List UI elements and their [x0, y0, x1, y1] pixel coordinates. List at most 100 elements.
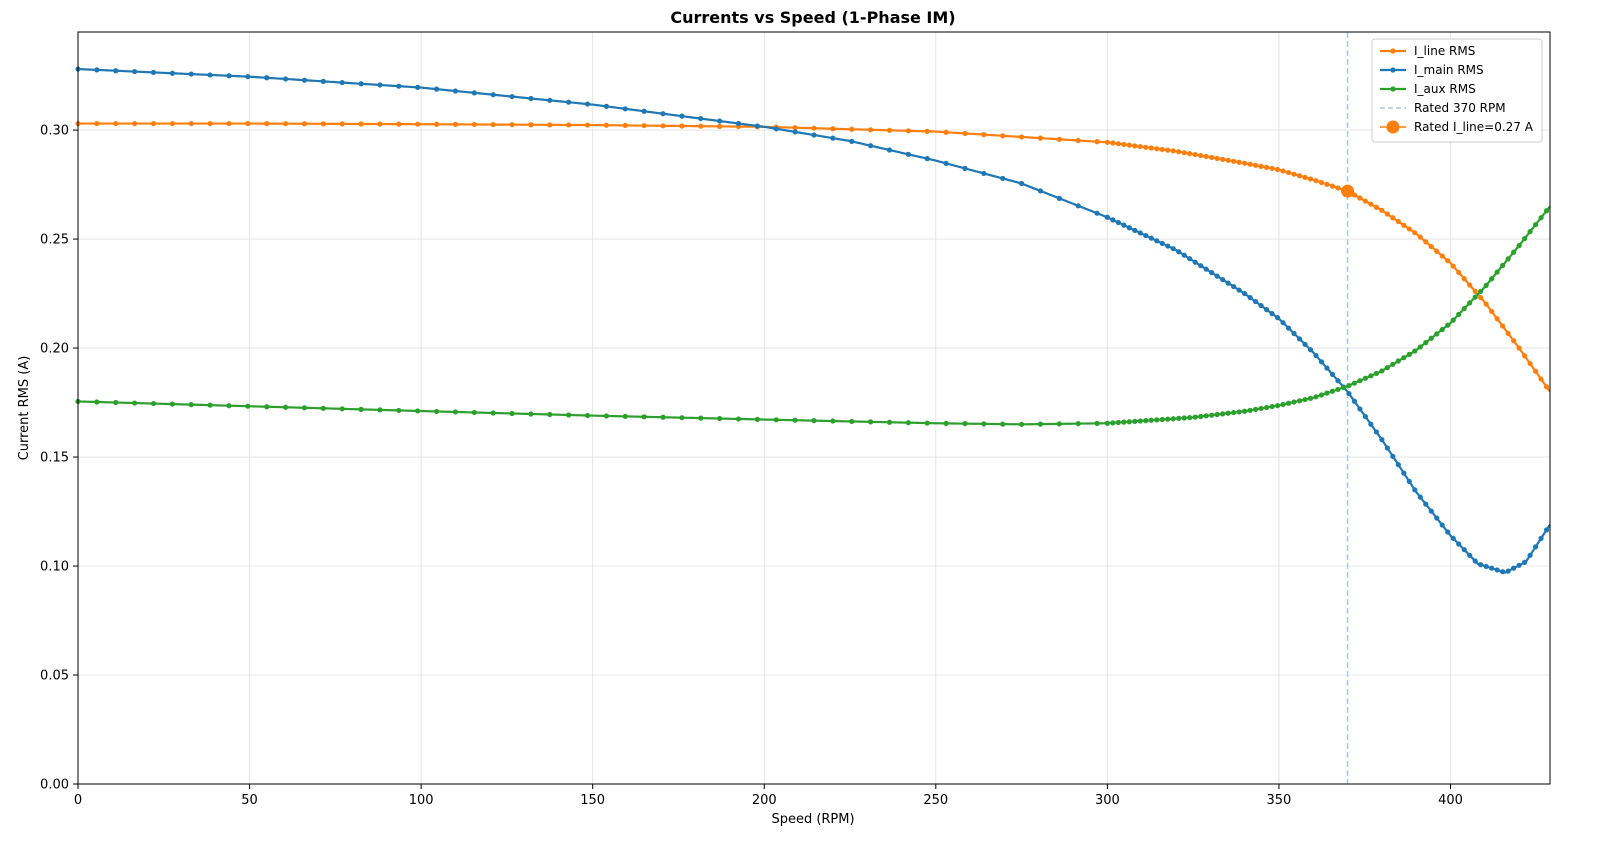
series-point	[1143, 418, 1149, 424]
series-point	[132, 120, 138, 127]
series-point	[1516, 562, 1522, 568]
series-point	[1412, 348, 1418, 354]
x-tick-label: 150	[580, 793, 605, 808]
series-point	[1307, 176, 1314, 182]
series-point	[339, 121, 345, 127]
y-tick-label: 0.05	[40, 669, 69, 684]
series-point	[773, 126, 779, 132]
series-point	[811, 418, 817, 424]
series-point	[1104, 420, 1110, 426]
series-point	[1406, 478, 1412, 485]
series-point	[1439, 326, 1445, 333]
series-point	[1225, 157, 1231, 163]
series-point	[358, 121, 364, 127]
series-point	[132, 68, 138, 75]
series-point	[1390, 361, 1396, 367]
series-point	[1094, 210, 1100, 216]
series-point	[717, 123, 723, 129]
series-point	[1472, 294, 1478, 300]
series-point	[1384, 211, 1390, 217]
series-point	[320, 405, 326, 411]
series-point	[528, 122, 534, 128]
series-point	[905, 128, 911, 134]
series-point	[1296, 336, 1303, 342]
series-point	[1439, 522, 1445, 528]
series-point	[1000, 133, 1006, 139]
series-point	[1478, 562, 1484, 568]
series-point	[1181, 415, 1187, 421]
legend-entry: I_aux RMS	[1380, 82, 1476, 96]
series-point	[1467, 282, 1473, 288]
series-point	[811, 132, 817, 138]
series-point	[1225, 280, 1231, 286]
series-point	[1500, 569, 1506, 575]
series-point	[1423, 340, 1429, 346]
series-point	[1269, 403, 1275, 410]
series-point	[792, 125, 798, 131]
series-point	[1461, 306, 1467, 312]
series-point	[320, 78, 326, 84]
series-point	[1269, 165, 1275, 172]
series-point	[1274, 403, 1281, 409]
series-point	[1056, 195, 1062, 201]
series-point	[1296, 398, 1303, 404]
series-point	[1505, 568, 1511, 574]
series-point	[1412, 230, 1418, 236]
series-point	[868, 143, 874, 149]
series-point	[320, 121, 326, 127]
series-point	[1368, 201, 1374, 207]
series-point	[150, 69, 157, 76]
series-point	[1505, 256, 1511, 262]
series-point	[1324, 181, 1330, 187]
series-point	[1037, 188, 1044, 194]
series-point	[962, 421, 968, 427]
series-point	[150, 400, 157, 407]
series-point	[1037, 421, 1044, 427]
series-point	[1000, 421, 1006, 427]
series-point	[1104, 214, 1110, 220]
series-point	[452, 88, 459, 94]
series-point	[1406, 226, 1412, 232]
legend-box	[1371, 38, 1543, 143]
series-point	[773, 417, 779, 423]
series-point	[754, 123, 760, 129]
series-point	[886, 147, 893, 153]
series-point	[1461, 276, 1467, 282]
legend-entry: I_main RMS	[1380, 63, 1484, 77]
series-point	[1075, 137, 1081, 144]
series-point	[301, 121, 308, 127]
series-point	[792, 129, 798, 135]
series-point	[1148, 145, 1154, 151]
series-point	[1445, 529, 1451, 535]
series-point	[1500, 323, 1506, 329]
series-point	[1335, 378, 1341, 384]
series-point	[1351, 398, 1358, 404]
series-point	[849, 138, 855, 144]
series-point	[1176, 149, 1182, 155]
series-point	[1137, 143, 1143, 150]
series-point	[566, 122, 572, 128]
series-point	[1236, 409, 1242, 415]
x-tick-label: 0	[74, 793, 82, 808]
series-point	[660, 111, 666, 117]
series-point	[1423, 501, 1429, 507]
series-point	[1037, 135, 1044, 141]
series-point	[981, 421, 987, 427]
series-point	[1132, 227, 1138, 233]
series-point	[962, 130, 968, 137]
series-point	[377, 82, 383, 88]
series-point	[1170, 148, 1176, 154]
series-point	[830, 135, 836, 141]
legend-label: I_main RMS	[1414, 63, 1484, 77]
series-point	[1538, 215, 1544, 221]
legend-label: I_line RMS	[1414, 44, 1475, 58]
series-point	[1450, 317, 1456, 323]
x-tick-label: 350	[1267, 793, 1292, 808]
series-point	[1340, 384, 1347, 391]
series-point	[1263, 307, 1270, 313]
series-point	[1329, 183, 1336, 189]
series-point	[1417, 234, 1423, 240]
series-point	[1132, 418, 1138, 424]
series-point	[566, 412, 572, 418]
